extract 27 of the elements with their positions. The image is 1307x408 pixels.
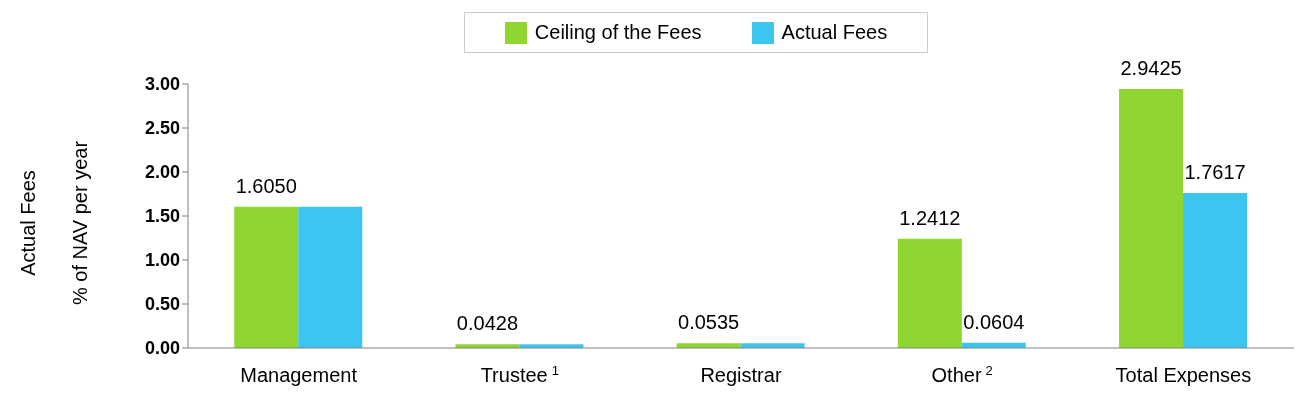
data-label: 1.6050 xyxy=(235,174,297,197)
y-tick-label: 1.50 xyxy=(144,206,180,227)
bar xyxy=(897,238,962,348)
bar xyxy=(1183,192,1248,348)
y-tick-label: 0.50 xyxy=(144,294,180,315)
y-tick-label: 2.50 xyxy=(144,118,180,139)
data-label: 1.7617 xyxy=(1184,160,1246,183)
y-tick-label: 3.00 xyxy=(144,74,180,95)
bar xyxy=(298,206,363,348)
x-tick-label: Registrar xyxy=(700,364,782,386)
x-tick-label: Management xyxy=(240,364,358,386)
x-tick-label: Other$^{2}$ xyxy=(931,362,993,386)
y-tick-label: 1.00 xyxy=(144,250,180,271)
y-tick-label: 2.00 xyxy=(144,162,180,183)
x-tick-label: Total Expenses xyxy=(1115,364,1252,386)
text: Actual Fees % of NAV per year xyxy=(16,140,91,306)
data-label: 0.0604 xyxy=(963,310,1025,333)
data-label: 1.2412 xyxy=(899,206,961,229)
data-label: 2.9425 xyxy=(1120,57,1182,80)
x-tick-label: Trustee$^{1}$ xyxy=(480,362,559,386)
legend-label: Ceiling of the Fees xyxy=(533,21,702,44)
data-label: 0.0428 xyxy=(456,312,519,335)
y-tick-label: 0.00 xyxy=(144,338,180,359)
bar xyxy=(1119,89,1184,348)
bar xyxy=(234,206,299,348)
data-label: 0.0535 xyxy=(678,311,740,334)
legend-label: Actual Fees xyxy=(780,21,888,44)
